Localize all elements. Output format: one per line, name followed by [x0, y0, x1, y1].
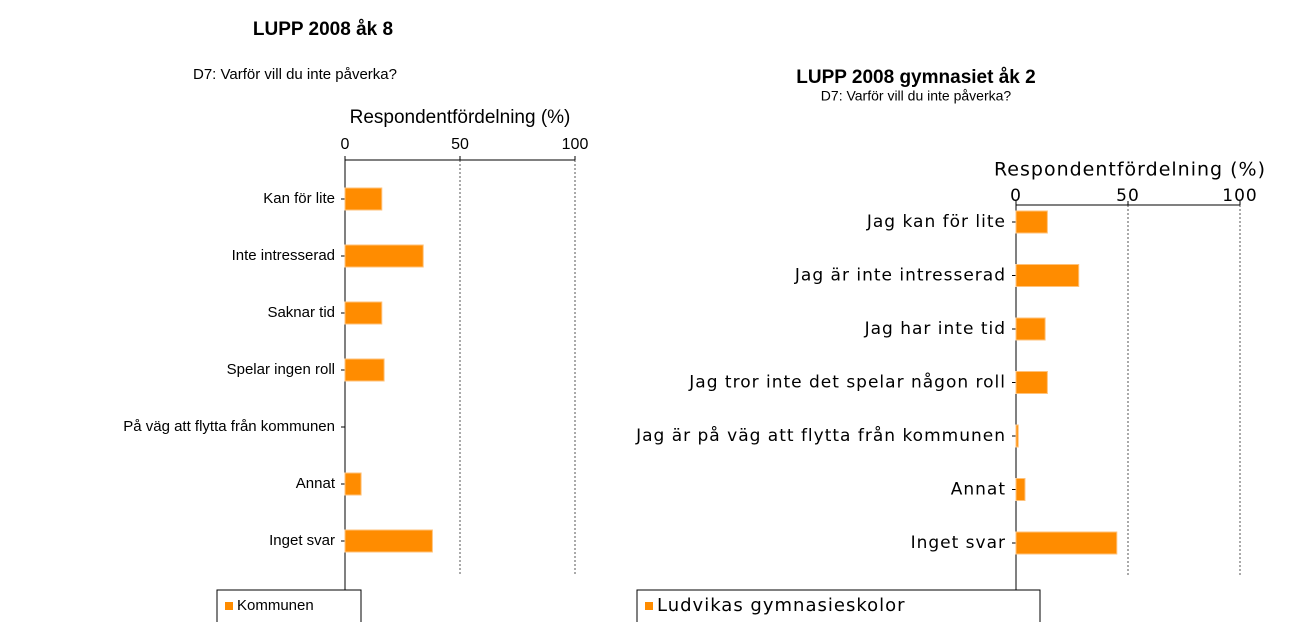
y-tick-label: Jag är inte intresserad	[794, 266, 1006, 286]
chart-subtitle: D7: Varför vill du inte påverka?	[821, 88, 1012, 104]
chart-title: LUPP 2008 åk 8	[253, 19, 393, 40]
y-tick-label: Jag är på väg att flytta från kommunen	[635, 425, 1006, 446]
x-tick-label: 0	[1010, 186, 1022, 206]
y-tick-label: Spelar ingen roll	[227, 361, 335, 378]
chart-title: LUPP 2008 gymnasiet åk 2	[796, 67, 1035, 88]
bar	[1015, 478, 1026, 501]
bar	[344, 187, 383, 211]
y-tick-label: Annat	[296, 475, 336, 492]
legend-swatch	[645, 602, 653, 610]
x-tick-label: 50	[1116, 186, 1140, 206]
legend-label: Kommunen	[237, 597, 314, 614]
x-tick-label: 0	[341, 136, 350, 153]
bar	[344, 529, 433, 553]
y-tick-label: Inte intresserad	[232, 247, 335, 264]
x-tick-label: 100	[562, 136, 589, 153]
y-tick-label: Jag kan för lite	[866, 212, 1006, 232]
y-tick-label: Kan för lite	[263, 190, 335, 207]
x-axis-label: Respondentfördelning (%)	[350, 107, 571, 128]
chart-right: LUPP 2008 gymnasiet åk 2D7: Varför vill …	[635, 67, 1266, 622]
bar	[1015, 424, 1019, 448]
x-tick-label: 50	[451, 136, 469, 153]
bar	[1015, 371, 1048, 394]
chart-subtitle: D7: Varför vill du inte påverka?	[193, 66, 397, 83]
legend-label: Ludvikas gymnasieskolor	[657, 595, 906, 616]
x-tick-label: 100	[1222, 186, 1257, 206]
bar	[1015, 317, 1046, 341]
y-tick-label: Inget svar	[911, 533, 1006, 553]
bar	[1015, 210, 1048, 234]
y-tick-label: Annat	[951, 480, 1006, 500]
chart-left: LUPP 2008 åk 8 D7: Varför vill du inte på…	[123, 19, 588, 622]
y-tick-label: Jag har inte tid	[864, 319, 1006, 339]
y-tick-label: På väg att flytta från kommunen	[123, 418, 335, 435]
y-tick-label: Saknar tid	[267, 304, 335, 321]
legend-swatch	[225, 602, 233, 610]
x-axis-label: Respondentfördelning (%)	[994, 159, 1266, 181]
y-tick-label: Jag tror inte det spelar någon roll	[688, 372, 1006, 393]
bar	[1015, 264, 1080, 287]
bar	[344, 472, 362, 496]
legend-box	[636, 589, 1041, 622]
bar	[344, 358, 385, 382]
y-tick-label: Inget svar	[269, 532, 335, 549]
bar	[344, 301, 383, 325]
bar	[344, 244, 424, 268]
bar	[1015, 531, 1118, 555]
legend-box	[216, 589, 362, 622]
